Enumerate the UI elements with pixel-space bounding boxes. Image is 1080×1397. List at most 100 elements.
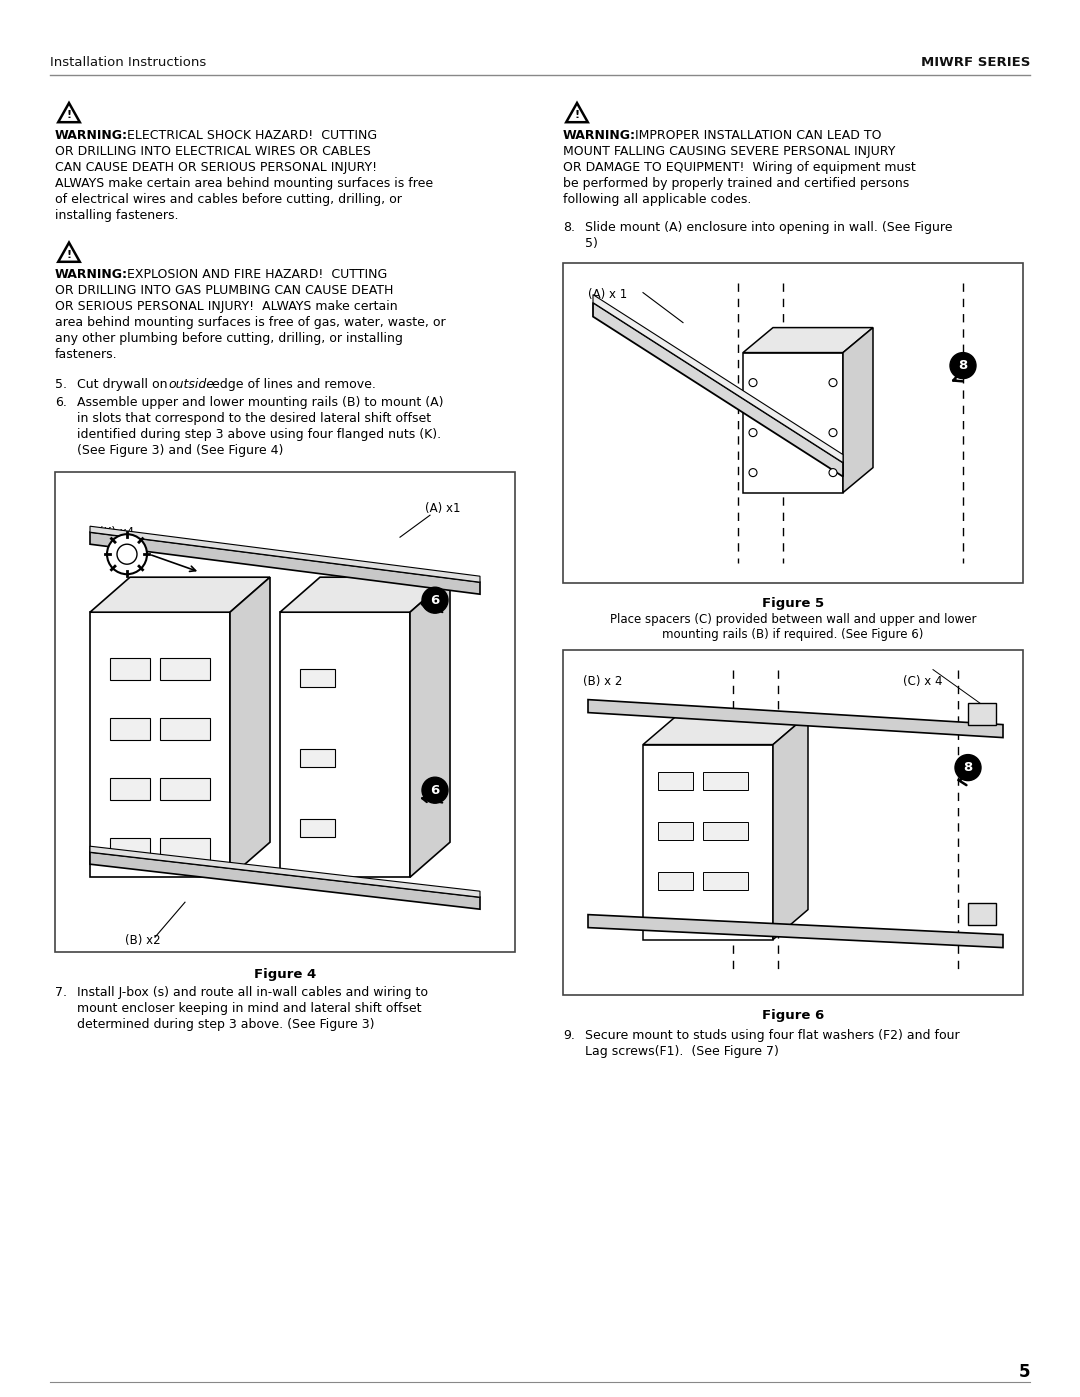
Text: MIWRF SERIES: MIWRF SERIES [920, 56, 1030, 68]
Bar [110, 718, 150, 740]
Text: be performed by properly trained and certified persons: be performed by properly trained and cer… [563, 176, 909, 190]
Text: OR SERIOUS PERSONAL INJURY!  ALWAYS make certain: OR SERIOUS PERSONAL INJURY! ALWAYS make … [55, 300, 397, 313]
Bar [160, 838, 210, 861]
Text: (B) x 2: (B) x 2 [583, 675, 622, 687]
Text: Cut drywall on: Cut drywall on [77, 379, 172, 391]
Circle shape [955, 754, 981, 781]
Circle shape [750, 379, 757, 387]
Text: 6.: 6. [55, 397, 67, 409]
Polygon shape [643, 745, 773, 940]
Text: Secure mount to studs using four flat washers (F2) and four: Secure mount to studs using four flat wa… [585, 1028, 960, 1042]
Text: (K) x4: (K) x4 [99, 527, 135, 539]
Bar [703, 771, 748, 789]
Text: installing fasteners.: installing fasteners. [55, 208, 178, 222]
Polygon shape [743, 352, 843, 493]
Bar [968, 902, 996, 925]
Text: Figure 6: Figure 6 [761, 1009, 824, 1021]
Polygon shape [280, 612, 410, 877]
Text: CAN CAUSE DEATH OR SERIOUS PERSONAL INJURY!: CAN CAUSE DEATH OR SERIOUS PERSONAL INJU… [55, 161, 377, 173]
Polygon shape [58, 103, 80, 122]
Text: of electrical wires and cables before cutting, drilling, or: of electrical wires and cables before cu… [55, 193, 402, 205]
Circle shape [950, 352, 976, 379]
Polygon shape [90, 847, 480, 897]
Text: (A) x 1: (A) x 1 [588, 288, 627, 300]
Text: Lag screws(F1).  (See Figure 7): Lag screws(F1). (See Figure 7) [585, 1045, 779, 1058]
Bar [110, 658, 150, 680]
Text: identified during step 3 above using four flanged nuts (K).: identified during step 3 above using fou… [77, 429, 441, 441]
Bar [968, 703, 996, 725]
Bar [563, 263, 1023, 583]
Text: outside: outside [168, 379, 214, 391]
Text: OR DAMAGE TO EQUIPMENT!  Wiring of equipment must: OR DAMAGE TO EQUIPMENT! Wiring of equipm… [563, 161, 916, 173]
Bar [658, 821, 693, 840]
Text: 9.: 9. [563, 1028, 575, 1042]
Text: EXPLOSION AND FIRE HAZARD!  CUTTING: EXPLOSION AND FIRE HAZARD! CUTTING [119, 268, 388, 281]
Text: IMPROPER INSTALLATION CAN LEAD TO: IMPROPER INSTALLATION CAN LEAD TO [627, 129, 881, 141]
Polygon shape [280, 577, 450, 612]
Polygon shape [58, 243, 80, 261]
Circle shape [117, 545, 137, 564]
Text: Install J-box (s) and route all in-wall cables and wiring to: Install J-box (s) and route all in-wall … [77, 986, 428, 999]
Text: (B) x2: (B) x2 [125, 935, 161, 947]
Bar [110, 838, 150, 861]
Text: Installation Instructions: Installation Instructions [50, 56, 206, 68]
Bar [300, 749, 335, 767]
Bar [300, 669, 335, 687]
Text: ALWAYS make certain area behind mounting surfaces is free: ALWAYS make certain area behind mounting… [55, 176, 433, 190]
Text: following all applicable codes.: following all applicable codes. [563, 193, 752, 205]
Text: (C) x 4: (C) x 4 [903, 675, 943, 687]
Polygon shape [593, 303, 843, 476]
Text: (A) x1: (A) x1 [426, 502, 460, 515]
Text: (See Figure 3) and (See Figure 4): (See Figure 3) and (See Figure 4) [77, 444, 283, 457]
Polygon shape [843, 328, 873, 493]
Text: !: ! [575, 110, 580, 120]
Bar [300, 819, 335, 837]
Circle shape [829, 468, 837, 476]
Circle shape [750, 429, 757, 437]
Text: OR DRILLING INTO ELECTRICAL WIRES OR CABLES: OR DRILLING INTO ELECTRICAL WIRES OR CAB… [55, 145, 370, 158]
Bar [658, 872, 693, 890]
Text: 8: 8 [958, 359, 968, 372]
Text: Figure 4: Figure 4 [254, 968, 316, 981]
Circle shape [107, 534, 147, 574]
Circle shape [422, 587, 448, 613]
Text: 5): 5) [585, 236, 598, 250]
Polygon shape [90, 612, 230, 877]
Bar [563, 650, 1023, 995]
Text: 7.: 7. [55, 986, 67, 999]
Text: area behind mounting surfaces is free of gas, water, waste, or: area behind mounting surfaces is free of… [55, 316, 446, 330]
Text: edge of lines and remove.: edge of lines and remove. [208, 379, 376, 391]
Text: mounting rails (B) if required. (See Figure 6): mounting rails (B) if required. (See Fig… [662, 627, 923, 641]
Text: fasteners.: fasteners. [55, 348, 118, 362]
Text: Assemble upper and lower mounting rails (B) to mount (A): Assemble upper and lower mounting rails … [77, 397, 444, 409]
Text: ELECTRICAL SHOCK HAZARD!  CUTTING: ELECTRICAL SHOCK HAZARD! CUTTING [119, 129, 377, 141]
Bar [658, 771, 693, 789]
Bar [703, 821, 748, 840]
Circle shape [829, 379, 837, 387]
Text: 8: 8 [963, 761, 973, 774]
Polygon shape [743, 328, 873, 352]
Text: determined during step 3 above. (See Figure 3): determined during step 3 above. (See Fig… [77, 1018, 375, 1031]
Polygon shape [90, 577, 270, 612]
Text: WARNING:: WARNING: [563, 129, 636, 141]
Circle shape [750, 468, 757, 476]
Polygon shape [90, 527, 480, 583]
Text: Place spacers (C) provided between wall and upper and lower: Place spacers (C) provided between wall … [610, 613, 976, 626]
Polygon shape [588, 700, 1003, 738]
Text: !: ! [67, 110, 71, 120]
Circle shape [422, 777, 448, 803]
Text: Figure 5: Figure 5 [761, 597, 824, 609]
Polygon shape [773, 715, 808, 940]
Bar [160, 718, 210, 740]
Polygon shape [90, 852, 480, 909]
Text: mount encloser keeping in mind and lateral shift offset: mount encloser keeping in mind and later… [77, 1002, 421, 1016]
Bar [110, 778, 150, 800]
Text: any other plumbing before cutting, drilling, or installing: any other plumbing before cutting, drill… [55, 332, 403, 345]
Polygon shape [90, 532, 480, 594]
Text: 8.: 8. [563, 221, 575, 233]
Circle shape [829, 429, 837, 437]
Bar [160, 658, 210, 680]
Text: 6: 6 [430, 594, 440, 606]
Polygon shape [566, 103, 588, 122]
Polygon shape [230, 577, 270, 877]
